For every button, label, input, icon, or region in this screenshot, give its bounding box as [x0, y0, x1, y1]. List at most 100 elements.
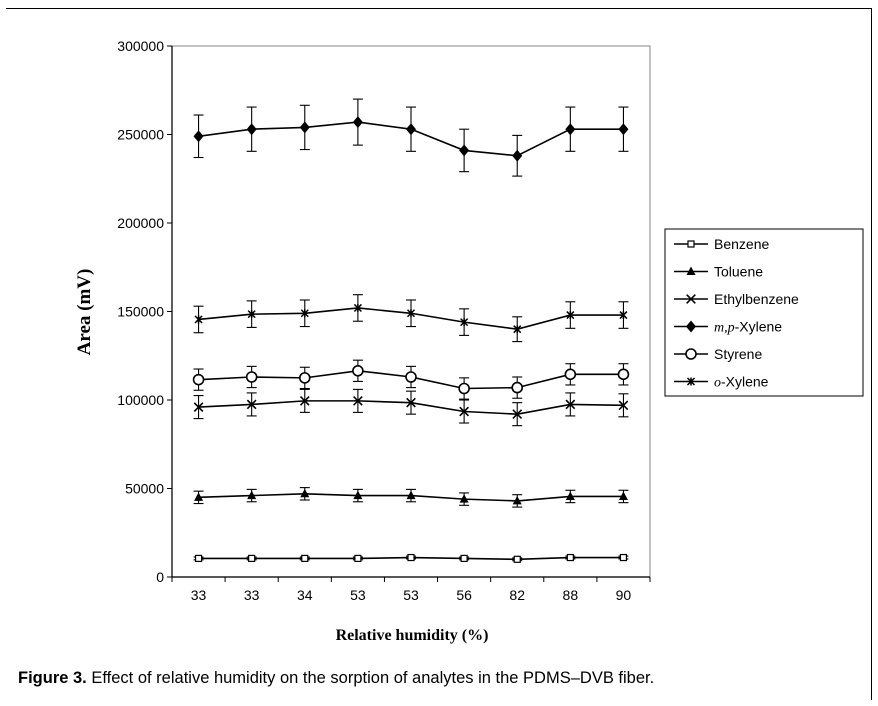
- data-point: [618, 123, 629, 136]
- data-point: [353, 396, 363, 406]
- legend-marker: [686, 294, 696, 304]
- legend-label: m,p-Xylene: [714, 319, 782, 336]
- data-point: [193, 130, 204, 143]
- legend-label: Ethylbenzene: [714, 291, 799, 307]
- legend-entry: o-Xylene: [674, 374, 769, 391]
- series-5: [193, 294, 629, 343]
- legend-entry: Styrene: [674, 346, 762, 362]
- x-tick-label: 90: [616, 587, 632, 603]
- y-axis: 0 50000 100000 150000 200000 250000 300000: [117, 38, 173, 585]
- data-point: [513, 555, 521, 563]
- data-point: [194, 492, 204, 501]
- data-point: [406, 309, 416, 318]
- data-point: [512, 409, 523, 420]
- data-point: [512, 149, 523, 162]
- data-point: [248, 554, 256, 563]
- data-point: [194, 554, 203, 563]
- data-point: [619, 553, 628, 562]
- series-1: [193, 487, 629, 508]
- legend-marker: [686, 320, 696, 333]
- data-point: [405, 371, 417, 383]
- legend-entry: m,p-Xylene: [674, 319, 782, 336]
- data-point: [300, 488, 310, 498]
- data-point: [352, 116, 363, 129]
- caption-label: Figure 3.: [18, 669, 87, 687]
- data-point: [618, 400, 629, 411]
- x-tick-label: 82: [509, 587, 525, 603]
- legend-entry: Benzene: [674, 236, 769, 252]
- x-axis-title: Relative humidity (%): [336, 627, 489, 644]
- legend-label-italic: m,p: [714, 321, 735, 336]
- figure-caption: Figure 3. Effect of relative humidity on…: [18, 669, 654, 688]
- y-tick-label: 100000: [117, 392, 164, 408]
- y-tick-label: 150000: [117, 304, 164, 320]
- data-point: [193, 402, 204, 412]
- data-point: [406, 397, 416, 408]
- legend-box: [664, 228, 864, 397]
- y-tick-label: 300000: [117, 38, 164, 54]
- data-point: [194, 315, 203, 324]
- data-point: [352, 364, 364, 377]
- legend-label: Benzene: [714, 236, 769, 252]
- data-point: [619, 311, 628, 320]
- data-point: [192, 373, 205, 386]
- data-point: [511, 381, 524, 394]
- legend-label-rest: -Xylene: [735, 319, 783, 335]
- data-point: [460, 554, 468, 563]
- data-point: [407, 553, 415, 562]
- data-point: [459, 144, 470, 157]
- data-point: [565, 123, 576, 136]
- data-point: [565, 399, 576, 410]
- data-point: [246, 123, 257, 136]
- series-0: [193, 553, 629, 563]
- legend-marker: [686, 377, 696, 386]
- data-point: [406, 123, 416, 136]
- legend-marker: [686, 266, 696, 275]
- data-point: [301, 554, 309, 563]
- data-point: [617, 368, 630, 381]
- y-tick-label: 250000: [117, 127, 164, 143]
- data-point: [353, 303, 362, 312]
- series-layer: [192, 98, 630, 563]
- x-axis: 33 33 34 53 53 56 82 88 90: [171, 576, 651, 603]
- data-point: [299, 396, 310, 406]
- data-point: [566, 311, 575, 320]
- x-tick-label: 33: [191, 587, 207, 603]
- y-tick-label: 0: [156, 569, 164, 585]
- data-point: [565, 491, 575, 500]
- caption-text: Effect of relative humidity on the sorpt…: [91, 669, 655, 687]
- legend-label-rest: -Xylene: [721, 374, 769, 390]
- data-point: [566, 553, 574, 562]
- x-tick-label: 56: [456, 587, 472, 603]
- series-4: [192, 359, 630, 400]
- data-point: [512, 495, 522, 505]
- data-point: [245, 371, 258, 383]
- legend: BenzeneTolueneEthylbenzenem,p-XyleneStyr…: [664, 228, 864, 397]
- legend-label-italic: o: [714, 376, 721, 391]
- data-point: [513, 325, 522, 334]
- data-point: [618, 491, 628, 500]
- data-point: [459, 406, 469, 417]
- y-tick-label: 200000: [117, 215, 164, 231]
- series-2: [193, 388, 629, 427]
- data-point: [459, 494, 469, 503]
- x-tick-label: 33: [244, 587, 260, 603]
- data-point: [406, 490, 416, 500]
- legend-marker: [687, 240, 695, 248]
- legend-entry: Ethylbenzene: [674, 291, 799, 307]
- x-tick-label: 34: [297, 587, 313, 603]
- x-tick-label: 53: [350, 587, 366, 603]
- data-point: [247, 310, 256, 319]
- legend-label: Styrene: [714, 346, 762, 362]
- data-point: [460, 318, 469, 327]
- legend-label: Toluene: [714, 264, 763, 280]
- data-point: [247, 490, 257, 500]
- legend-label: o-Xylene: [714, 374, 769, 391]
- figure-frame: [6, 8, 872, 700]
- data-point: [299, 121, 310, 134]
- legend-entry: Toluene: [674, 264, 763, 280]
- data-point: [300, 309, 309, 318]
- y-tick-label: 50000: [125, 481, 164, 497]
- data-point: [246, 399, 257, 410]
